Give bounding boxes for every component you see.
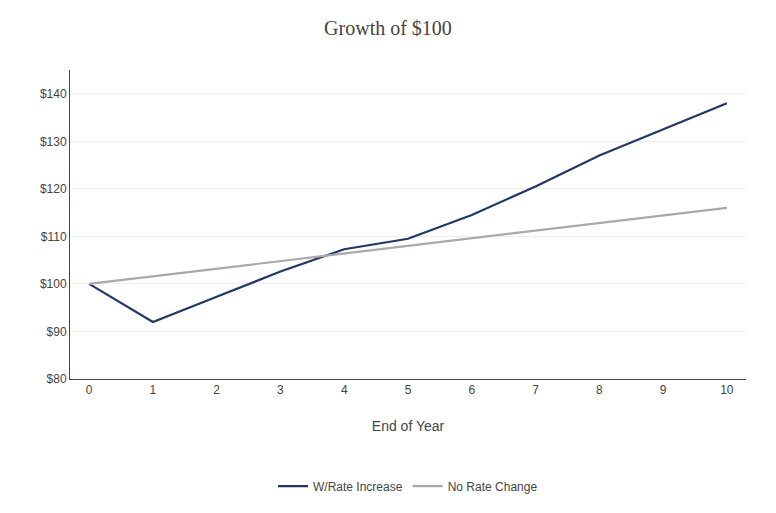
svg-text:3: 3 [277,383,284,397]
svg-text:$80: $80 [47,372,67,386]
svg-text:2: 2 [213,383,220,397]
svg-text:10: 10 [720,383,734,397]
svg-text:No Rate Change: No Rate Change [448,480,538,494]
svg-text:End of Year: End of Year [372,418,445,434]
svg-text:4: 4 [341,383,348,397]
svg-text:W/Rate Increase: W/Rate Increase [313,480,403,494]
svg-text:$90: $90 [47,325,67,339]
svg-text:$100: $100 [40,277,67,291]
svg-text:6: 6 [468,383,475,397]
svg-text:9: 9 [660,383,667,397]
svg-text:7: 7 [532,383,539,397]
svg-text:8: 8 [596,383,603,397]
svg-text:1: 1 [150,383,157,397]
svg-text:Growth of $100: Growth of $100 [324,17,452,39]
svg-text:$130: $130 [40,135,67,149]
svg-text:$120: $120 [40,182,67,196]
svg-text:5: 5 [405,383,412,397]
svg-text:$110: $110 [41,230,67,244]
svg-text:0: 0 [86,383,93,397]
svg-text:$140: $140 [40,87,67,101]
